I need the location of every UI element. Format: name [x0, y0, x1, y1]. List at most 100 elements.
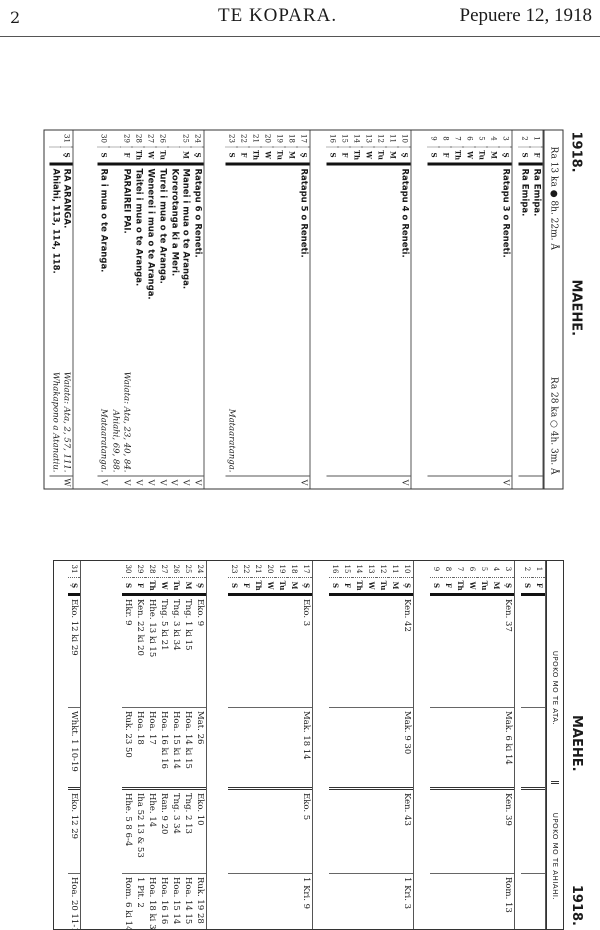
- weekday-blank: [49, 147, 61, 166]
- evening-lesson-1: Iha 52 13 & 53: [134, 790, 146, 874]
- weekday: Th: [252, 578, 264, 596]
- weekday: Ş: [499, 147, 512, 166]
- calendar-row: 16 S: [326, 130, 339, 489]
- evening-lesson-1: [478, 790, 490, 874]
- day-observance: Ratapu 4 o Reneti.: [399, 168, 410, 258]
- evening-lesson-2: Hoa. 15 14: [171, 877, 181, 925]
- weekday: F: [134, 578, 146, 596]
- calendar-row: 25 M Manei i mua o te Aranga. V: [179, 130, 192, 489]
- weekday: F: [442, 578, 454, 596]
- lessons-row: 31 Ş Eko. 12 ki 29 Whkt. 1 10-19 Eko. 12 29 H…: [68, 561, 80, 929]
- day-observance: Ratapu 5 o Reneti.: [298, 168, 309, 258]
- vestment-mark: [109, 475, 121, 489]
- calendar-row: 29 F PARAIREI PAI. Waiata: Ata, 23, 40, 84.…: [120, 130, 133, 489]
- hymns-note: Mataaratanga.: [226, 408, 237, 473]
- day-observance: [351, 166, 363, 473]
- hymns-note: Waiata: Ata, 2, 57, 111.: [61, 371, 72, 473]
- weekday: S: [427, 147, 440, 166]
- day-number: 8: [442, 561, 454, 578]
- calendar-year: 1918.: [568, 131, 584, 173]
- evening-lesson-1: [377, 790, 389, 874]
- calendar-month: MAEHE.: [568, 279, 584, 337]
- vestment-mark: [237, 475, 250, 489]
- weekday: Th: [350, 147, 363, 166]
- evening-lesson-2: Rom. 6 ki 14: [123, 877, 133, 929]
- day-number: 17: [297, 130, 310, 148]
- day-number: 9: [427, 130, 440, 148]
- hymns-note-continued: Ahiahi, 69, 88.: [110, 409, 121, 473]
- day-number: 22: [240, 561, 252, 578]
- weekday: Tu: [377, 578, 389, 596]
- morning-lessons-header: UPOKO MO TE ATA.: [551, 595, 559, 784]
- weekday: Ş: [300, 578, 312, 596]
- evening-lesson-2: [442, 874, 454, 929]
- weekday: M: [389, 578, 401, 596]
- lessons-row: 16 S: [329, 561, 341, 929]
- weekday: S: [329, 578, 341, 596]
- day-number: 24: [194, 561, 206, 578]
- morning-lesson-1: Tng. 1 ki 15: [182, 596, 194, 708]
- evening-lesson-2: [478, 874, 490, 929]
- morning-lesson-1: [341, 596, 353, 708]
- evening-lesson-1: [430, 790, 442, 874]
- lessons-row: 24 Ş Eko. 9 Mat. 26 Eko. 10 Ruk. 19 28: [194, 561, 206, 929]
- day-observance-continued: [110, 166, 121, 410]
- morning-lesson-2: [353, 708, 365, 790]
- calendar-row: 18 M: [285, 130, 298, 489]
- weekday: W: [144, 147, 157, 166]
- day-observance: Ratapu 3 o Reneti.: [500, 168, 511, 258]
- morning-lesson-1: [276, 596, 288, 708]
- issue-date: Pepuere 12, 1918: [459, 5, 592, 26]
- day-number: 31: [68, 561, 80, 578]
- morning-lesson-1: [389, 596, 401, 708]
- running-head: 2 TE KOPARA. Pepuere 12, 1918: [0, 0, 600, 37]
- weekday: Th: [132, 147, 145, 166]
- weekday: F: [341, 578, 353, 596]
- day-number: 11: [386, 130, 399, 148]
- morning-lesson-2: [521, 708, 533, 790]
- day-number: 29: [134, 561, 146, 578]
- day-number: 7: [454, 561, 466, 578]
- evening-lesson-2: 1 Kri. 9: [301, 877, 311, 910]
- morning-lesson-2: [329, 708, 341, 790]
- morning-lesson-2: [240, 708, 252, 790]
- vestment-mark: [463, 475, 476, 489]
- day-number: 18: [285, 130, 298, 148]
- hymns-note-continued: Whakapono a Atanatiu.: [50, 372, 61, 473]
- evening-lesson-1: [365, 790, 377, 874]
- weekday: M: [285, 147, 298, 166]
- calendar-row: 12 Tu: [374, 130, 387, 489]
- evening-lesson-1: [228, 790, 240, 874]
- weekday: Tu: [478, 578, 490, 596]
- evening-lesson-2: [490, 874, 502, 929]
- evening-lesson-2: [430, 874, 442, 929]
- weekday: F: [240, 578, 252, 596]
- day-number: 24: [191, 130, 204, 148]
- calendar-row: 22 F: [237, 130, 250, 489]
- weekday: Tu: [475, 147, 488, 166]
- day-observance: [452, 166, 464, 473]
- lessons-row: 20 W: [264, 561, 276, 929]
- calendar-row: 7 Th: [451, 130, 464, 489]
- lessons-row: 7 Th: [454, 561, 466, 929]
- weekday: Ş: [398, 147, 411, 166]
- calendar-row: 21 Th: [249, 130, 262, 489]
- moon-phases: Ra 13 ka ● 8h. 22m. Å Ra 28 ka ○ 4h. 3m.…: [544, 129, 564, 490]
- day-number: 5: [475, 130, 488, 148]
- weekday-blank: [109, 147, 121, 166]
- day-number: 14: [350, 130, 363, 148]
- lessons-row: 19 Tu: [276, 561, 288, 929]
- calendar-row: 10 Ş Ratapu 4 o Reneti. V: [398, 130, 411, 489]
- evening-lesson-2: [389, 874, 401, 929]
- evening-lesson-2: Hoa. 20 11-19: [69, 877, 79, 929]
- weekday: Ş: [401, 578, 413, 596]
- day-number: 25: [182, 561, 194, 578]
- morning-lesson-1: Eko. 9: [194, 596, 206, 708]
- weekday: Ş: [68, 578, 80, 596]
- vestment-mark: [451, 475, 464, 489]
- lessons-row: 25 M Tng. 1 ki 15 Hoa. 14 ki 15 Tng. 2 13 Hoa…: [182, 561, 194, 929]
- day-observance: [428, 166, 440, 473]
- lessons-row: 27 W Tng. 5 ki 21 Hoa. 16 ki 16 Ran. 9 20 Hoa…: [158, 561, 170, 929]
